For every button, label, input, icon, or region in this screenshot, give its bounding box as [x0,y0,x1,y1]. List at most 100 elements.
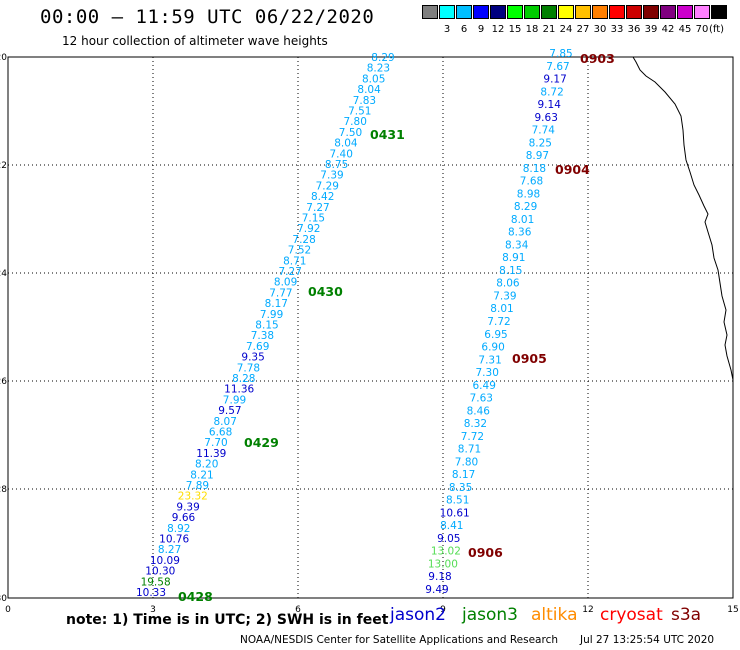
pass-time-label: 0431 [370,127,405,142]
wave-height-value: 8.91 [502,252,525,264]
coastline [632,56,734,381]
wave-height-value: 8.97 [526,150,549,162]
wave-height-value: 8.29 [514,201,537,213]
wave-height-value: 7.69 [246,341,269,353]
pass-time-label: 0428 [178,589,213,604]
wave-height-value: 8.46 [467,405,491,417]
wave-height-value: 7.85 [549,48,572,60]
satellite-name: cryosat [600,605,663,625]
legend-label: 3 [443,24,451,35]
legend-label: 9 [477,24,485,35]
x-tick-label: 9 [440,605,446,615]
wave-height-value: 7.50 [339,127,362,139]
wave-height-value: 7.31 [478,354,501,366]
time-labels: 0431 0430 0429 0428 0903 0904 0905 0906 [178,51,615,604]
satellite-name: jason2 [390,605,446,625]
map-frame [7,56,734,599]
satellite-name: altika [531,605,578,625]
wave-height-value: 8.18 [523,163,546,175]
x-tick-label: 6 [295,605,301,615]
wave-height-value: 8.15 [499,265,522,277]
wave-height-value: 10.76 [159,534,189,546]
legend-swatch [677,5,693,19]
wave-height-value: 7.39 [493,291,516,303]
legend-swatch [643,5,659,19]
units-note: note: 1) Time is in UTC; 2) SWH is in fe… [66,612,389,628]
wave-height-value: 7.27 [306,202,329,214]
wave-height-value: 8.20 [195,459,218,471]
wave-height-value: 8.75 [325,159,348,171]
wave-height-value: 9.35 [241,352,264,364]
wave-height-value: 7.80 [455,456,478,468]
x-tick-label: 3 [150,605,156,615]
wave-height-value: 8.71 [283,255,306,267]
wave-height-value: 8.15 [255,320,278,332]
generation-timestamp: Jul 27 13:25:54 UTC 2020 [580,634,715,646]
legend-swatch [660,5,676,19]
legend-label: 30 [593,24,607,35]
x-tick-label: 12 [582,605,593,615]
wave-height-value: 9.39 [176,501,199,513]
wave-height-value: 8.05 [362,73,385,85]
wave-height-value: 8.72 [540,86,563,98]
legend-swatch [711,5,727,19]
wave-height-value: 7.72 [461,431,484,443]
wave-height-value: 8.04 [334,138,358,150]
wave-height-value: 8.17 [452,469,475,481]
wave-height-value: 8.23 [367,63,390,75]
wave-height-value: 7.74 [532,125,556,137]
wave-height-value: 7.72 [487,316,510,328]
wave-height-value: 7.29 [316,180,339,192]
pass-time-label: 0905 [512,351,547,366]
legend-label: 27 [576,24,590,35]
wave-height-value: 9.63 [535,112,558,124]
legend-label: 42 [661,24,675,35]
wave-height-value: 9.49 [425,584,448,596]
pass-time-label: 0904 [555,162,590,177]
wave-height-value: 8.42 [311,191,334,203]
legend-label: 45 [678,24,692,35]
wave-height-value: 7.80 [344,116,367,128]
wave-height-value: 7.99 [223,394,246,406]
map-title: 00:00 – 11:59 UTC 06/22/2020 [40,6,375,28]
wave-height-value: 7.63 [470,393,493,405]
wave-height-value: 6.90 [481,342,504,354]
wave-height-value: 7.52 [288,245,311,257]
legend-swatch [592,5,608,19]
wave-height-value: 7.99 [260,309,283,321]
legend-label: 36 [627,24,641,35]
wave-height-value: 7.40 [330,148,353,160]
wave-height-value: 8.34 [505,239,529,251]
wave-height-value: 7.30 [476,367,499,379]
wave-height-value: 11.36 [224,384,254,396]
legend-label: (ft) [709,24,725,35]
legend-swatch [490,5,506,19]
wave-height-value: 8.17 [265,298,288,310]
wave-height-value: 10.61 [440,507,470,519]
legend-swatch [626,5,642,19]
legend-label: 24 [559,24,573,35]
wave-height-value: 7.77 [269,287,292,299]
y-tick-label: -30 [0,594,7,604]
legend-label: 39 [644,24,658,35]
wave-height-value: 8.25 [529,137,552,149]
wave-height-value: 9.14 [538,99,562,111]
legend-swatch [694,5,710,19]
y-tick-label: -24 [0,269,7,279]
wave-height-value: 7.27 [279,266,302,278]
legend-swatch [439,5,455,19]
credit-line: NOAA/NESDIS Center for Satellite Applica… [240,634,558,646]
wave-height-value: 9.66 [172,512,196,524]
wave-height-value: 7.28 [292,234,315,246]
legend-label: 15 [508,24,522,35]
legend-label: 33 [610,24,624,35]
wave-height-value: 10.30 [145,566,175,578]
wave-height-value: 9.17 [543,74,566,86]
wave-height-value: 7.83 [353,95,376,107]
wave-height-value: 7.51 [348,106,371,118]
legend-label: 18 [525,24,539,35]
legend-label: 6 [460,24,468,35]
wave-height-value: 9.18 [428,571,451,583]
legend-swatch [524,5,540,19]
